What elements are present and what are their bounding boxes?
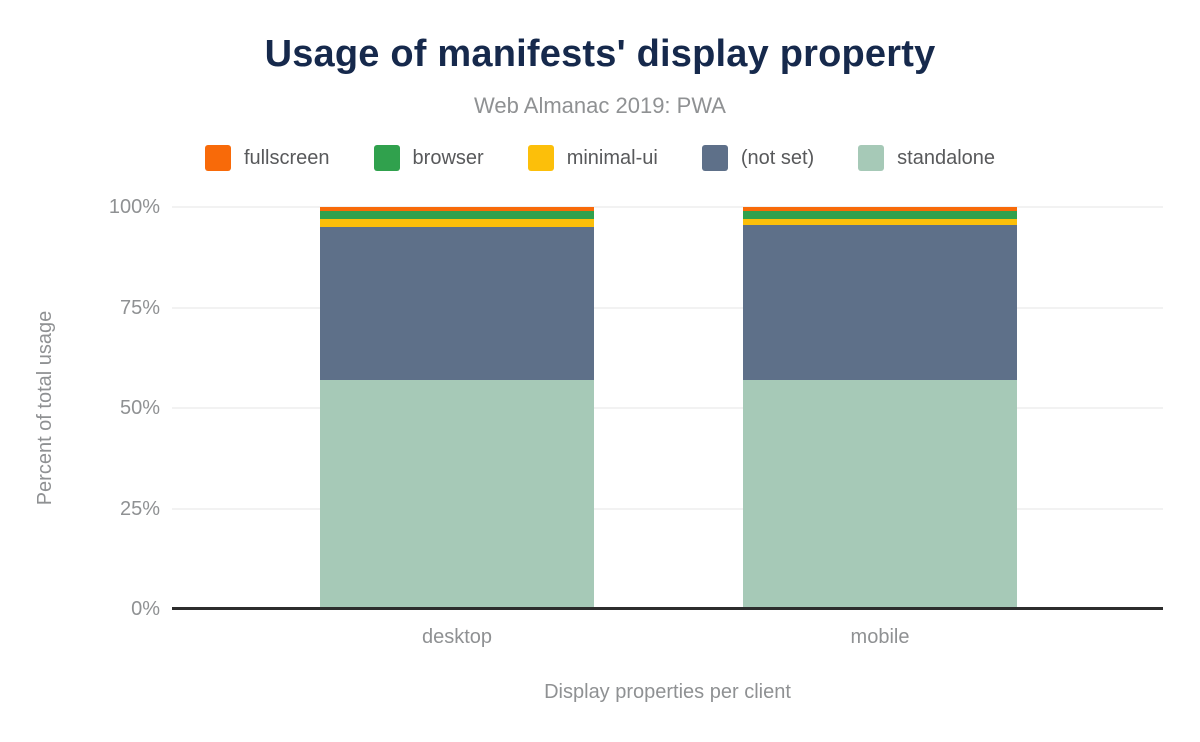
- y-tick-label: 25%: [119, 497, 160, 520]
- bar-segment-desktop-fullscreen: [320, 207, 594, 212]
- legend-item-(not set): (not set): [701, 145, 815, 171]
- bar-segment-desktop-minimal-ui: [320, 219, 594, 228]
- legend-label: browser: [412, 146, 484, 169]
- legend-swatch-icon: [527, 145, 554, 171]
- bar-segment-desktop-browser: [320, 211, 594, 220]
- gridline-50%: [172, 407, 1163, 409]
- bar-segment-mobile-fullscreen: [743, 207, 1017, 212]
- bar-segment-desktop-(not set): [320, 227, 594, 380]
- bar-segment-mobile-(not set): [743, 224, 1017, 380]
- x-tick-label-mobile: mobile: [850, 626, 910, 648]
- legend-item-fullscreen: fullscreen: [204, 145, 330, 171]
- y-axis-title: Percent of total usage: [34, 310, 56, 506]
- gridline-25%: [172, 507, 1163, 510]
- y-tick-label: 0%: [131, 598, 160, 620]
- chart-subtitle: Web Almanac 2019: PWA: [474, 93, 726, 118]
- legend-item-standalone: standalone: [858, 145, 995, 171]
- chart-title: Usage of manifests' display property: [264, 33, 936, 75]
- bar-segment-mobile-browser: [743, 211, 1017, 220]
- bar-segment-mobile-minimal-ui: [743, 219, 1017, 225]
- legend-swatch-icon: [204, 145, 231, 171]
- y-tick-label: 100%: [108, 196, 160, 218]
- gridline-75%: [172, 306, 1163, 309]
- legend-swatch-icon: [373, 145, 400, 171]
- legend-swatch-icon: [701, 145, 728, 171]
- legend-label: (not set): [740, 146, 815, 169]
- legend-label: minimal-ui: [566, 146, 658, 169]
- x-tick-label-desktop: desktop: [421, 626, 493, 648]
- y-tick-label: 50%: [119, 397, 160, 419]
- legend-label: standalone: [897, 146, 996, 169]
- legend-item-minimal-ui: minimal-ui: [527, 145, 658, 171]
- x-axis-title: Display properties per client: [544, 681, 791, 703]
- chart-legend: fullscreen browser minimal-ui (not set) stan…: [0, 142, 1200, 174]
- legend-swatch-icon: [858, 145, 885, 171]
- y-tick-label: 75%: [119, 296, 160, 319]
- legend-label: fullscreen: [243, 146, 330, 169]
- x-axis-baseline: [172, 607, 1163, 610]
- legend-item-browser: browser: [373, 145, 484, 171]
- gridline-100%: [172, 206, 1163, 208]
- bar-segment-desktop-standalone: [320, 379, 594, 609]
- bar-segment-mobile-standalone: [743, 379, 1017, 609]
